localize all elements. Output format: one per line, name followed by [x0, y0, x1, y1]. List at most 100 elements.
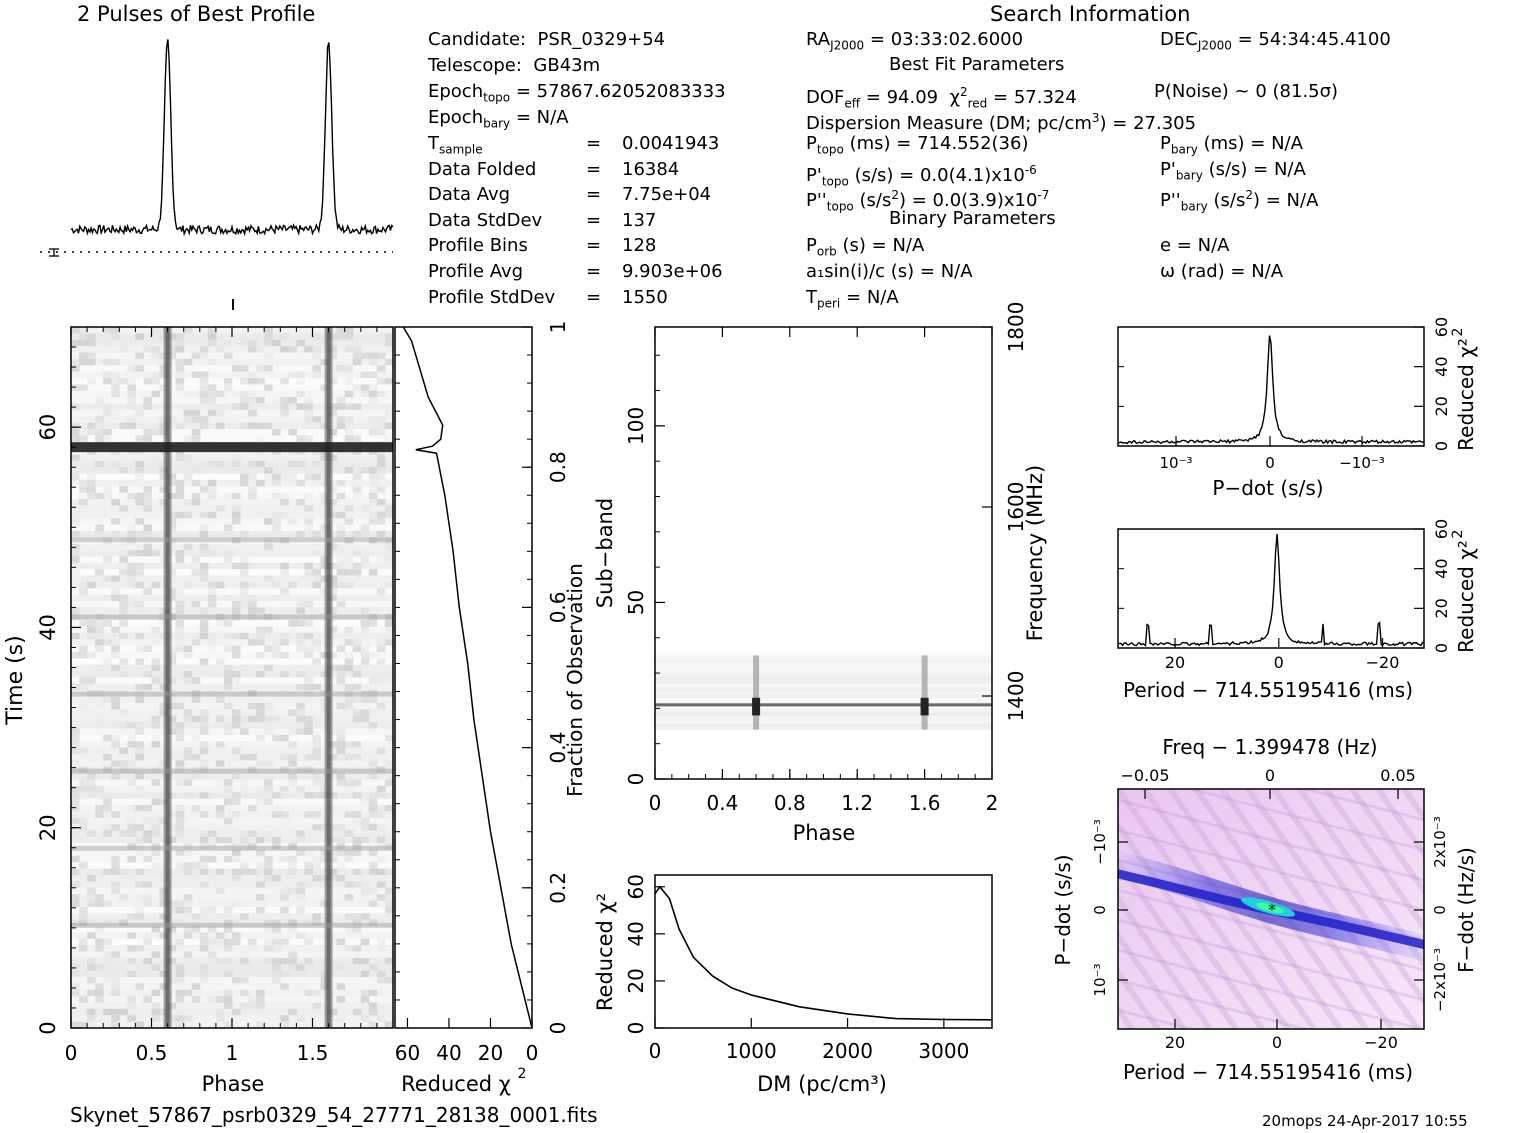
tp-cell: [376, 467, 386, 475]
tp-cell: [344, 467, 354, 475]
tp-cell: [79, 486, 88, 494]
tp-cell: [352, 945, 362, 953]
tp-cell: [199, 384, 209, 392]
tp-cell: [103, 977, 112, 984]
tp-cell: [232, 798, 241, 806]
tp-cell: [288, 843, 297, 851]
tp-cell: [376, 530, 386, 538]
tp-cell: [95, 524, 104, 532]
info-pddot-bary: P''bary (s/s2) = N/A: [1160, 188, 1319, 214]
tp-cell: [256, 760, 265, 768]
tp-cell: [223, 1021, 233, 1028]
tp-cell: [376, 486, 386, 494]
tp-cell: [336, 862, 346, 870]
tp-cell: [143, 855, 152, 863]
tp-row: [71, 639, 393, 647]
tp-cell: [95, 664, 104, 672]
tp-cell: [360, 715, 370, 723]
tp-cell: [207, 996, 217, 1004]
cf-xtick-label: 0: [526, 1041, 539, 1065]
tp-cell: [111, 862, 120, 870]
tp-cell: [103, 658, 112, 666]
tp-cell: [87, 358, 96, 366]
tp-cell: [280, 473, 289, 481]
tp-cell: [264, 537, 273, 545]
tp-cell: [272, 811, 281, 819]
tp-cell: [264, 626, 273, 634]
tp-cell: [240, 422, 249, 430]
tp-cell: [207, 581, 217, 589]
tp-cell: [87, 989, 96, 997]
tp-cell: [360, 881, 370, 889]
tp-cell: [280, 588, 289, 596]
tp-cell: [207, 530, 217, 538]
tp-cell: [87, 792, 96, 800]
tp-cell: [183, 645, 193, 653]
tp-cell: [127, 964, 136, 972]
cf-xtick-label: 20: [478, 1041, 503, 1065]
info-epoch-topo: Epochtopo = 57867.62052083333: [428, 81, 726, 105]
tp-cell: [384, 887, 393, 895]
tp-cell: [264, 868, 273, 876]
tp-cell: [312, 365, 322, 373]
tp-cell: [248, 766, 257, 774]
tp-cell: [368, 766, 378, 774]
tp-cell: [223, 836, 233, 844]
tp-cell: [143, 817, 152, 825]
tp-cell: [167, 957, 177, 965]
tp-cell: [175, 454, 185, 462]
tp-cell: [215, 620, 225, 628]
tp-cell: [360, 607, 370, 615]
tp-cell: [384, 460, 393, 468]
tp-cell: [135, 435, 144, 443]
tp-cell: [135, 607, 144, 615]
dm-ylabel: Reduced χ²: [593, 893, 617, 1011]
tp-cell: [368, 479, 378, 487]
profile-title: 2 Pulses of Best Profile: [77, 2, 316, 26]
tp-cell: [336, 365, 346, 373]
tp-cell: [143, 492, 152, 500]
search-info-title: Search Information: [990, 2, 1191, 26]
tp-cell: [215, 658, 225, 666]
tp-cell: [288, 346, 297, 353]
tp-cell: [336, 1015, 346, 1023]
tp-row: [71, 569, 393, 577]
tp-cell: [87, 677, 96, 685]
tp-cell: [256, 639, 265, 647]
tp-cell: [312, 346, 322, 353]
tp-cell: [183, 849, 193, 857]
tp-cell: [127, 734, 136, 742]
tp-cell: [304, 683, 313, 691]
tp-cell: [368, 849, 378, 857]
tp-cell: [280, 562, 289, 570]
tp-cell: [296, 639, 305, 647]
tp-cell: [304, 728, 313, 736]
tp-cell: [344, 333, 354, 341]
tp-cell: [135, 632, 144, 640]
tp-cell: [248, 467, 257, 475]
tp-cell: [304, 722, 313, 729]
tp-cell: [264, 473, 273, 481]
tp-cell: [328, 626, 338, 634]
tp-cell: [175, 1021, 185, 1028]
tp-cell: [240, 862, 249, 870]
tp-cell: [272, 422, 281, 430]
pp-ytick-label: 10⁻³: [1091, 963, 1109, 996]
tp-cell: [207, 588, 217, 596]
tp-cell: [199, 632, 209, 640]
tp-cell: [111, 836, 120, 844]
tp-cell: [175, 346, 185, 353]
tp-cell: [175, 938, 185, 946]
tp-cell: [264, 518, 273, 526]
tp-cell: [151, 1008, 161, 1016]
tp-cell: [256, 989, 265, 997]
tp-cell: [360, 620, 370, 628]
tp-cell: [240, 594, 249, 602]
tp-cell: [167, 524, 177, 532]
tp-row: [71, 696, 393, 704]
sb-pulse-track: [921, 655, 928, 730]
tp-cell: [191, 416, 201, 424]
tp-cell: [95, 696, 104, 704]
tp-cell: [87, 473, 96, 481]
